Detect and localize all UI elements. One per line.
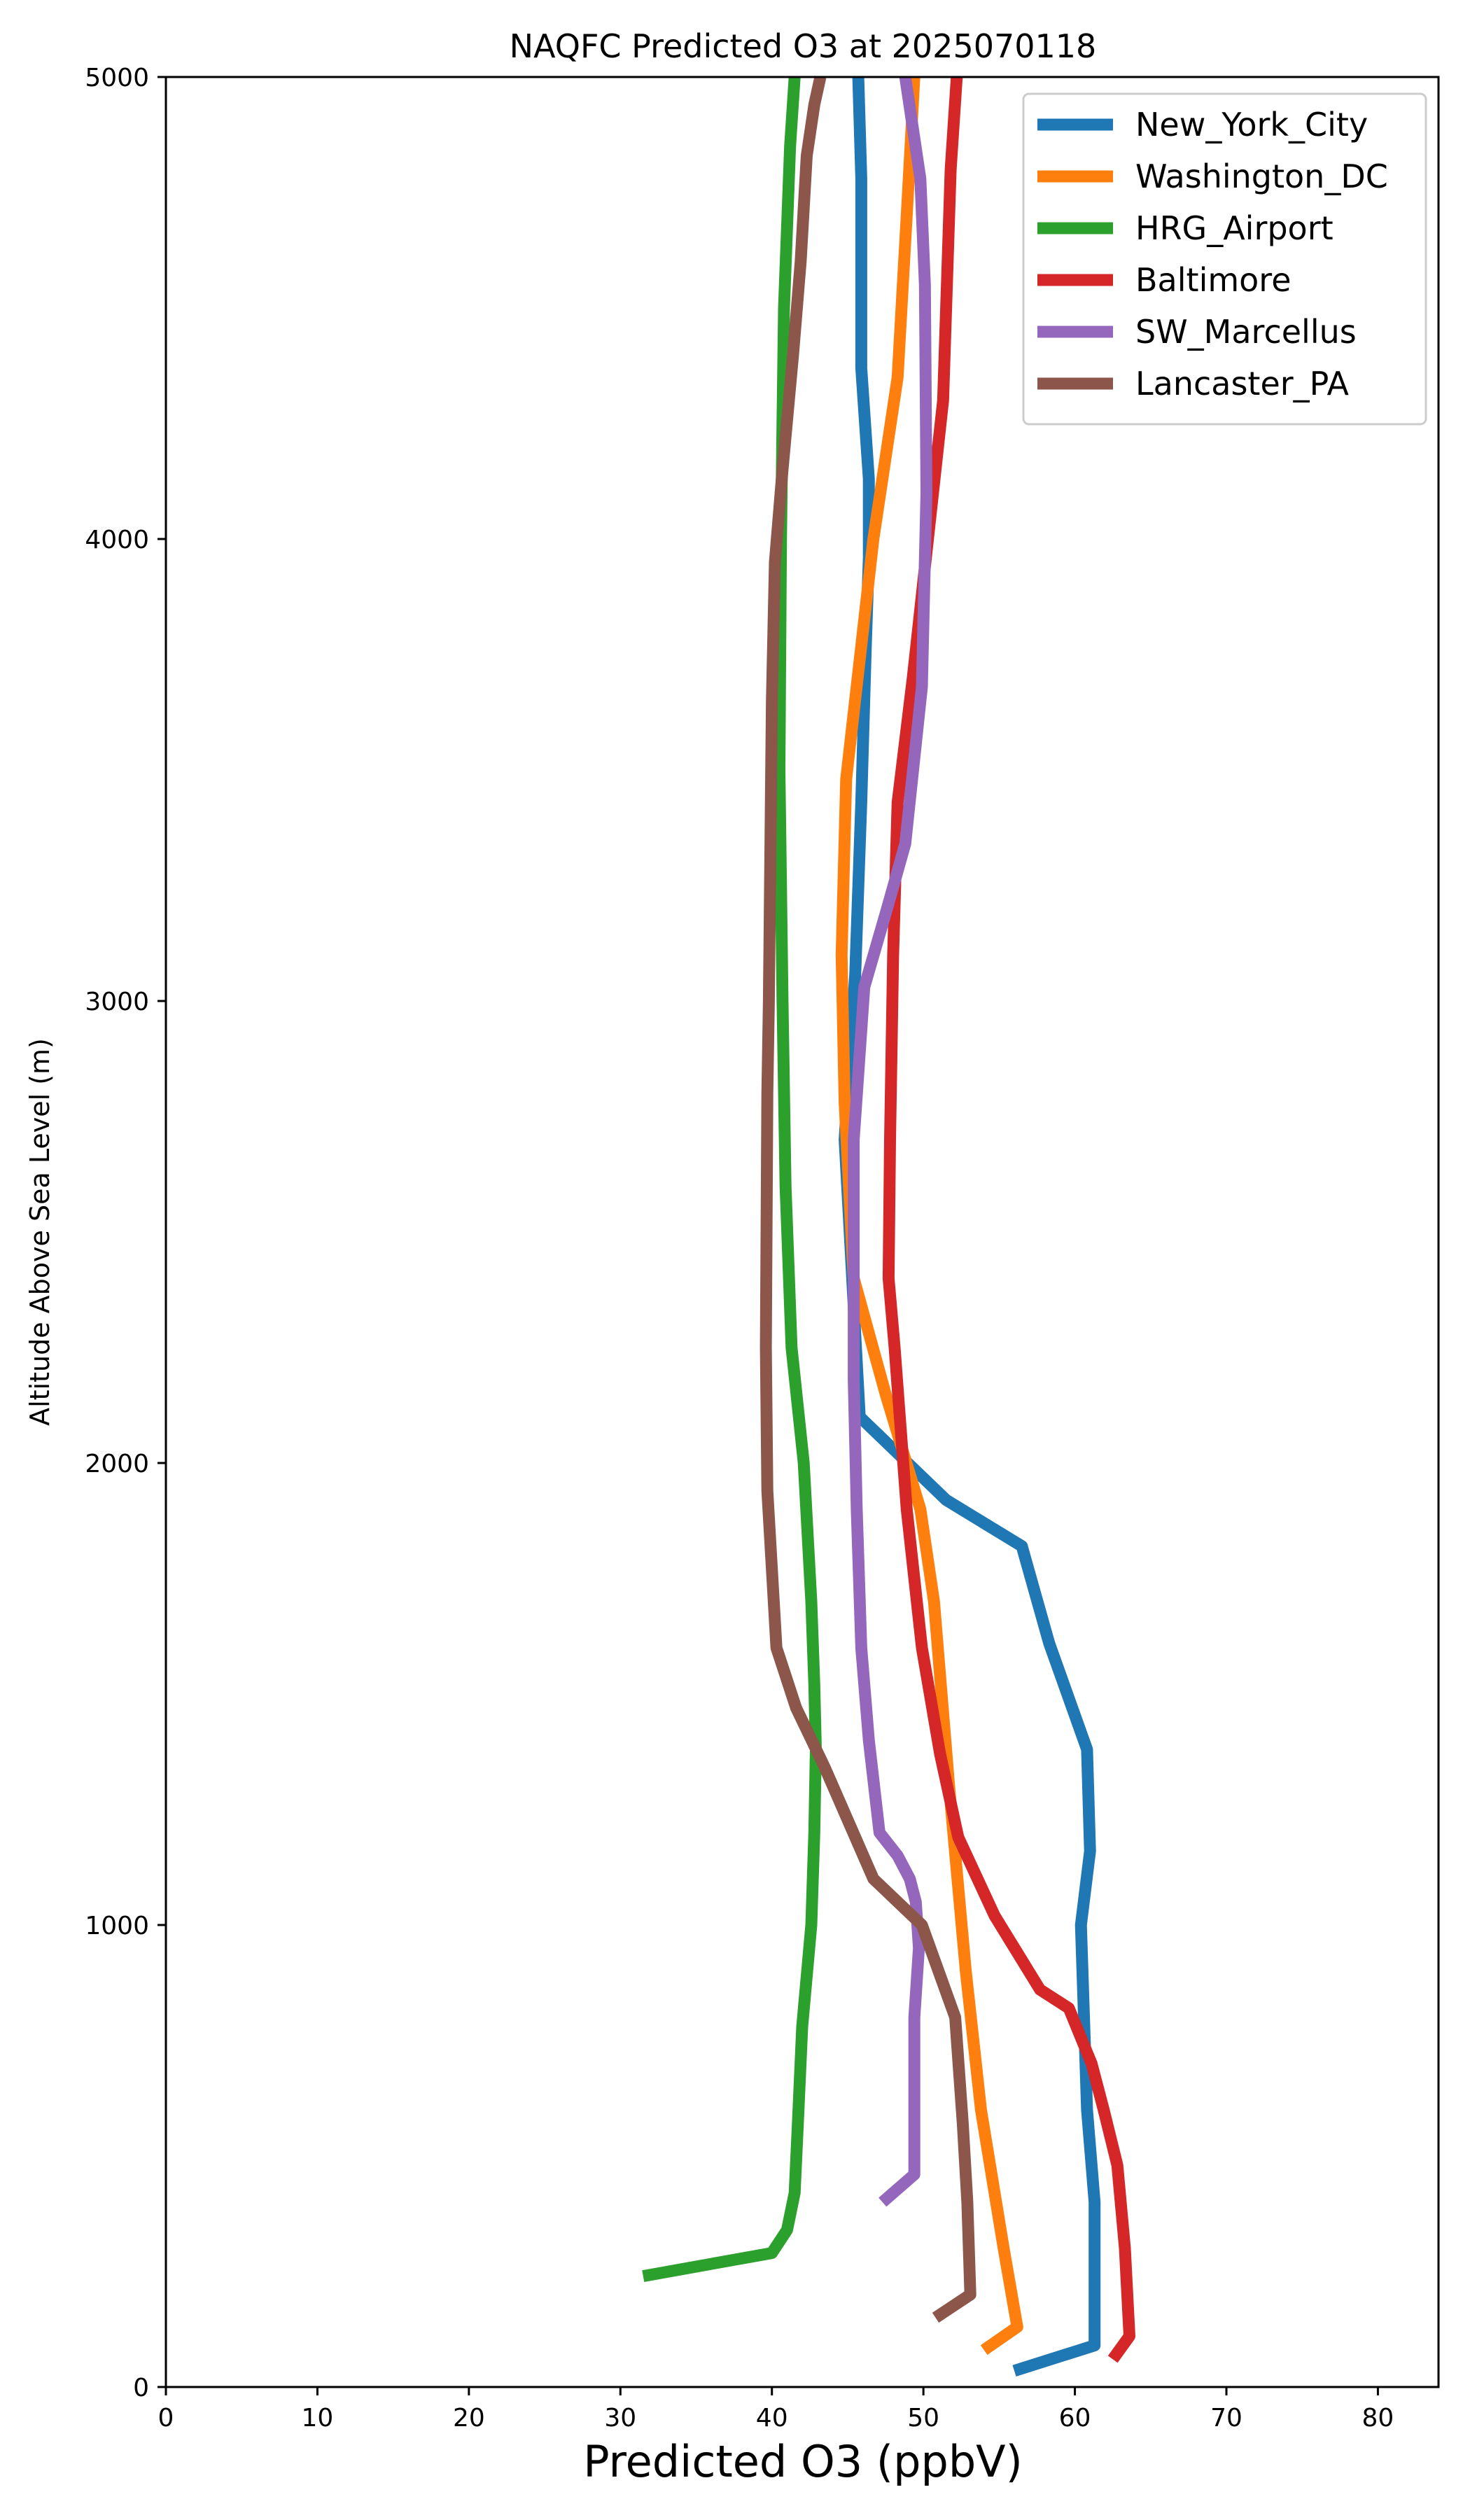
y-tick-label: 5000 — [85, 64, 149, 92]
series-line-hrg-airport — [642, 76, 822, 2282]
plot-frame — [164, 76, 1440, 2388]
chart-title: NAQFC Predicted O3 at 2025070118 — [510, 27, 1097, 65]
legend: New_York_City Washington_DC HRG_Airport Bal… — [1022, 92, 1427, 426]
x-tick-label: 30 — [604, 2404, 636, 2432]
legend-label: HRG_Airport — [1135, 209, 1334, 247]
x-tick-label: 40 — [756, 2404, 788, 2432]
y-tick-label: 1000 — [85, 1912, 149, 1940]
x-tick-label: 10 — [302, 2404, 334, 2432]
x-tick-label: 50 — [907, 2404, 939, 2432]
x-tick-label: 20 — [453, 2404, 485, 2432]
y-tick-label: 2000 — [85, 1450, 149, 1478]
x-axis: 0 10 20 30 40 50 60 70 80 — [158, 2387, 1394, 2432]
x-tick-label: 60 — [1059, 2404, 1091, 2432]
series-line-sw-marcellus — [848, 76, 932, 2207]
x-tick-label: 0 — [158, 2404, 174, 2432]
legend-label: SW_Marcellus — [1135, 313, 1357, 351]
series-line-baltimore — [882, 76, 1135, 2363]
y-tick-label: 4000 — [85, 526, 149, 554]
x-axis-label: Predicted O3 (ppbV) — [583, 2436, 1023, 2487]
series-layer — [642, 76, 1135, 2377]
y-axis-label: Altitude Above Sea Level (m) — [24, 1038, 55, 1426]
series-line-washington-dc — [835, 76, 1023, 2356]
legend-label: Washington_DC — [1135, 158, 1388, 195]
y-tick-label: 0 — [133, 2374, 149, 2402]
x-tick-label: 70 — [1210, 2404, 1242, 2432]
x-tick-label: 80 — [1362, 2404, 1394, 2432]
series-line-lancaster-pa — [760, 76, 976, 2323]
legend-box — [1022, 92, 1427, 426]
legend-label: Baltimore — [1135, 261, 1292, 299]
legend-label: New_York_City — [1135, 106, 1368, 144]
y-tick-label: 3000 — [85, 988, 149, 1016]
y-axis: 0 1000 2000 3000 4000 5000 — [85, 64, 166, 2402]
legend-label: Lancaster_PA — [1135, 365, 1349, 402]
